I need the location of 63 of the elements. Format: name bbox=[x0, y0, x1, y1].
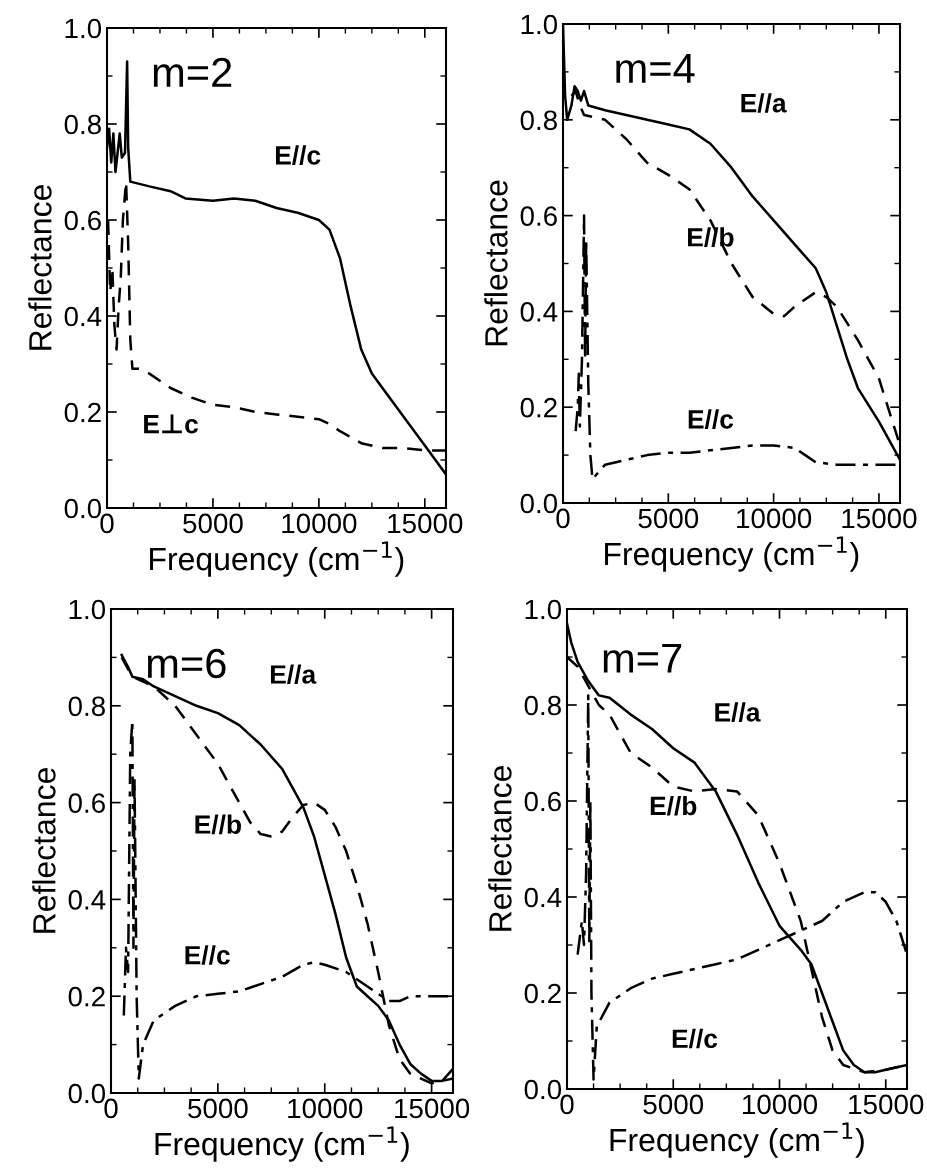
y-axis-title: Reflectance bbox=[32, 768, 56, 933]
text: E//c bbox=[672, 1028, 718, 1049]
x-tick-label: 15000 bbox=[388, 513, 463, 534]
text: m=2 bbox=[153, 57, 232, 87]
y-tick-label: 0.2 bbox=[520, 397, 557, 418]
y-tick-label: 0.2 bbox=[68, 986, 105, 1007]
series-label: E//b bbox=[195, 814, 241, 835]
x-tick-label: 10000 bbox=[743, 1094, 818, 1115]
y-axis-title: Reflectance bbox=[488, 766, 512, 931]
x-tick-label: 5000 bbox=[183, 513, 243, 534]
x-tick-label: 15000 bbox=[849, 1094, 924, 1115]
series-label: E⊥c bbox=[144, 414, 198, 434]
y-axis-title: Reflectance bbox=[484, 180, 508, 346]
series-label: E//a bbox=[715, 702, 761, 722]
x-tick-label: 10000 bbox=[282, 513, 357, 534]
y-tick-label: 0.6 bbox=[524, 791, 561, 812]
y-tick-label: 0.4 bbox=[64, 306, 102, 327]
x-tick-label: 0 bbox=[100, 513, 114, 534]
y-tick-label: 0.8 bbox=[64, 114, 101, 135]
x-tick-label: 10000 bbox=[737, 508, 812, 529]
y-tick-label: 0.6 bbox=[520, 206, 557, 226]
y-tick-label: 0.6 bbox=[64, 210, 101, 231]
series-label: E//b bbox=[650, 795, 697, 816]
x-tick-label: 5000 bbox=[638, 508, 699, 529]
x-tick-label: 5000 bbox=[188, 1098, 248, 1119]
x-tick-label: 10000 bbox=[288, 1098, 363, 1119]
text: m=6 bbox=[147, 648, 226, 679]
y-tick-label: 0.2 bbox=[524, 983, 561, 1004]
y-tick-label: 0.8 bbox=[524, 695, 561, 716]
y-tick-label: 0.4 bbox=[520, 302, 558, 322]
y-tick-label: 1.0 bbox=[69, 599, 106, 620]
x-axis-title: Frequency (cm$^{−1}$) bbox=[610, 1122, 864, 1158]
text: m=4 bbox=[616, 54, 695, 83]
y-tick-label: 0.0 bbox=[68, 1083, 106, 1104]
y-tick-label: 0.4 bbox=[524, 887, 562, 908]
x-tick-label: 5000 bbox=[643, 1094, 704, 1115]
series-label: E//b bbox=[688, 227, 734, 247]
x-tick-label: 0 bbox=[560, 1094, 574, 1115]
y-tick-label: 0.6 bbox=[68, 793, 105, 813]
y-tick-label: 0.4 bbox=[68, 890, 106, 910]
series-label: E//c bbox=[275, 145, 321, 165]
y-tick-label: 0.8 bbox=[68, 696, 105, 717]
x-axis-title: Frequency (cm$^{−1}$) bbox=[150, 541, 404, 577]
x-axis-title: Frequency (cm$^{−1}$) bbox=[605, 536, 859, 572]
x-tick-label: 0 bbox=[556, 508, 570, 529]
y-tick-label: 0.8 bbox=[520, 110, 557, 131]
x-tick-label: 15000 bbox=[842, 508, 917, 529]
y-tick-label: 0.2 bbox=[64, 402, 101, 423]
series-label: E//c bbox=[688, 409, 734, 429]
y-tick-label: 0.0 bbox=[520, 493, 558, 514]
y-tick-label: 1.0 bbox=[521, 14, 558, 35]
y-axis-title: Reflectance bbox=[28, 185, 52, 350]
y-tick-label: 1.0 bbox=[65, 18, 102, 39]
text: m=7 bbox=[603, 643, 682, 673]
series-label: E//a bbox=[270, 664, 317, 685]
y-tick-label: 1.0 bbox=[525, 599, 562, 620]
y-tick-label: 0.0 bbox=[524, 1079, 562, 1100]
x-tick-label: 0 bbox=[104, 1098, 118, 1119]
y-tick-label: 0.0 bbox=[64, 498, 102, 519]
x-tick-label: 15000 bbox=[395, 1098, 470, 1119]
series-label: E//a bbox=[741, 93, 787, 113]
series-label: E//c bbox=[185, 945, 230, 965]
x-axis-title: Frequency (cm$^{−1}$) bbox=[155, 1126, 409, 1162]
